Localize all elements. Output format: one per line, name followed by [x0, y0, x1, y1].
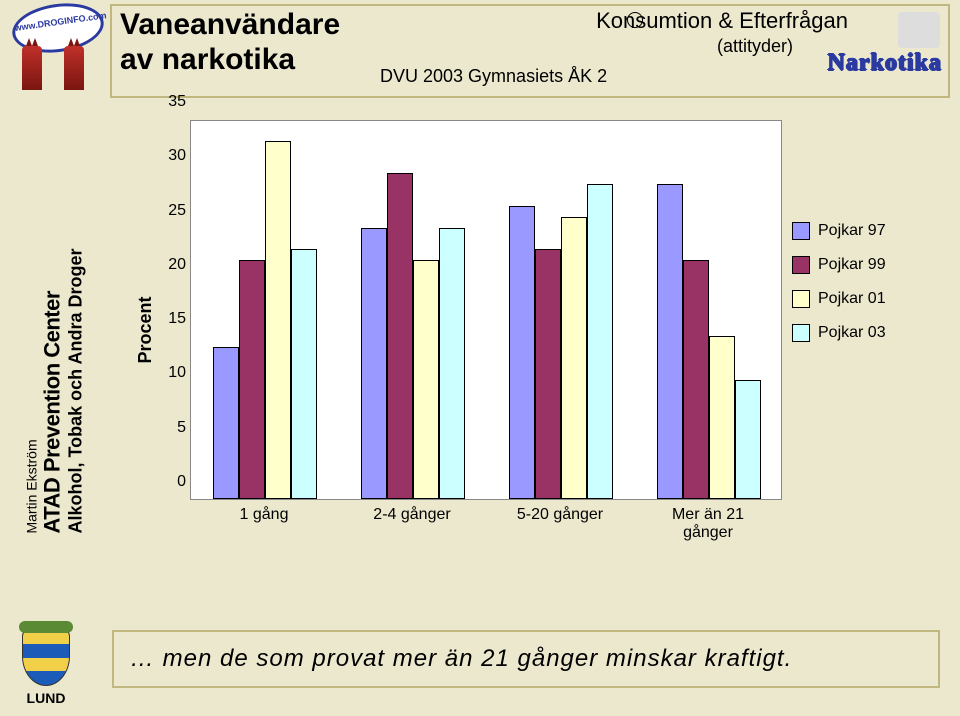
bar: [239, 260, 265, 499]
ytick: 25: [152, 202, 186, 220]
bar: [291, 249, 317, 499]
x-label: 5-20 gånger: [486, 506, 634, 546]
ytick: 10: [152, 364, 186, 382]
legend-label: Pojkar 99: [818, 256, 886, 274]
droginfo-logo: www.DROGINFO.com: [6, 6, 104, 92]
y-ticks: 05101520253035: [152, 120, 186, 500]
bar-chart: Procent 05101520253035 Pojkar 97Pojkar 9…: [112, 120, 942, 540]
legend-label: Pojkar 03: [818, 324, 886, 342]
lund-label: LUND: [22, 690, 70, 706]
legend-label: Pojkar 01: [818, 290, 886, 308]
legend-item: Pojkar 97: [792, 222, 942, 240]
ytick: 15: [152, 310, 186, 328]
ytick: 20: [152, 256, 186, 274]
bar: [439, 228, 465, 499]
org-sub: Alkohol, Tobak och Andra Droger: [66, 248, 87, 533]
legend-swatch: [792, 222, 810, 240]
ytick: 0: [152, 473, 186, 491]
slide: { "header":{ "title_line1":"Vaneanvändar…: [0, 0, 960, 716]
bar: [413, 260, 439, 499]
ytick: 35: [152, 93, 186, 111]
bar: [535, 249, 561, 499]
legend-item: Pojkar 03: [792, 324, 942, 342]
legend-item: Pojkar 01: [792, 290, 942, 308]
legend: Pojkar 97 Pojkar 99 Pojkar 01 Pojkar 03: [792, 206, 942, 358]
legend-item: Pojkar 99: [792, 256, 942, 274]
x-label: Mer än 21gånger: [634, 506, 782, 546]
bar: [361, 228, 387, 499]
bar: [735, 380, 761, 499]
section-title: Konsumtion & Efterfrågan: [596, 8, 848, 34]
legend-swatch: [792, 324, 810, 342]
section-subtitle: (attityder): [717, 36, 793, 57]
bar: [683, 260, 709, 499]
org: ATAD Prevention Center: [40, 248, 66, 533]
bar: [213, 347, 239, 499]
sidebar: Martin Ekström ATAD Prevention Center Al…: [8, 110, 102, 650]
logo-text: www.DROGINFO.com: [14, 11, 101, 33]
author: Martin Ekström: [24, 248, 40, 533]
slide-subtitle: DVU 2003 Gymnasiets ÅK 2: [380, 66, 607, 87]
header: Vaneanvändareav narkotika DVU 2003 Gymna…: [110, 4, 950, 98]
x-label: 1 gång: [190, 506, 338, 546]
bar: [657, 184, 683, 499]
bar: [561, 217, 587, 499]
silhouette-icon: [898, 12, 940, 48]
bar: [509, 206, 535, 499]
brand-word: Narkotika: [828, 50, 942, 77]
legend-label: Pojkar 97: [818, 222, 886, 240]
ytick: 30: [152, 147, 186, 165]
bar: [587, 184, 613, 499]
slide-title: Vaneanvändareav narkotika: [120, 8, 340, 77]
bar: [265, 141, 291, 499]
ytick: 5: [152, 419, 186, 437]
x-label: 2-4 gånger: [338, 506, 486, 546]
lund-logo: LUND: [22, 630, 70, 706]
legend-swatch: [792, 290, 810, 308]
bar: [709, 336, 735, 499]
caption: … men de som provat mer än 21 gånger min…: [112, 630, 940, 688]
plot-area: [190, 120, 782, 500]
legend-swatch: [792, 256, 810, 274]
bar: [387, 173, 413, 499]
